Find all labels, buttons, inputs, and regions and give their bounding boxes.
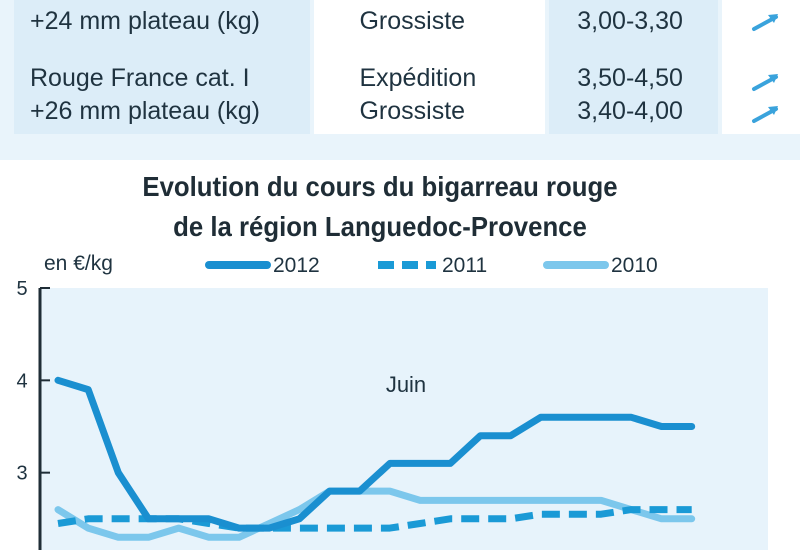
type-line-2: Grossiste: [359, 97, 466, 125]
legend-label: 2010: [611, 254, 658, 277]
series-line-2010: [54, 487, 696, 541]
legend-swatch-dashed: [378, 261, 436, 269]
type-cell: Expédition Grossiste: [314, 62, 546, 134]
legend-swatch-solid: [205, 261, 271, 269]
price-cell: 3,50-4,50 3,40-4,00: [549, 62, 719, 134]
y-tick-label: 3: [16, 463, 27, 485]
chart-title-line-1: Evolution du cours du bigarreau rouge: [142, 171, 618, 202]
product-line-1: Rouge France cat. I: [30, 64, 250, 92]
trend-up-icon: [752, 74, 779, 91]
y-tick-label: 5: [16, 278, 27, 300]
trend-cell: [722, 62, 800, 134]
series-line-2012: [54, 376, 696, 532]
product-line-2: +26 mm plateau (kg): [30, 97, 260, 125]
month-annotation: Juin: [386, 372, 426, 397]
trend-up-icon: [752, 14, 779, 31]
price-line-2: 3,00-3,30: [577, 7, 683, 35]
series-line-2011: [57, 506, 692, 532]
trend-up-icon: [752, 106, 779, 123]
product-cell: Rouge France cat. I +26 mm plateau (kg): [14, 62, 311, 134]
y-ticks: 3 4 5: [16, 278, 50, 485]
chart-title-line-2: de la région Languedoc-Provence: [173, 211, 587, 242]
y-unit-label: en €/kg: [44, 252, 113, 275]
type-line-2: Grossiste: [359, 7, 466, 35]
price-line-1: 3,50-4,50: [577, 64, 683, 92]
legend-label: 2012: [273, 254, 320, 277]
price-line-2: 3,40-4,00: [577, 97, 683, 125]
product-line-2: +24 mm plateau (kg): [30, 7, 260, 35]
type-line-1: Expédition: [359, 64, 477, 92]
series-layer: [54, 376, 696, 541]
legend-swatch-light: [543, 261, 609, 269]
legend-label: 2011: [442, 254, 488, 277]
table-row: Rouge France cat. I +26 mm plateau (kg) …: [14, 62, 800, 134]
y-tick-label: 4: [16, 370, 27, 392]
